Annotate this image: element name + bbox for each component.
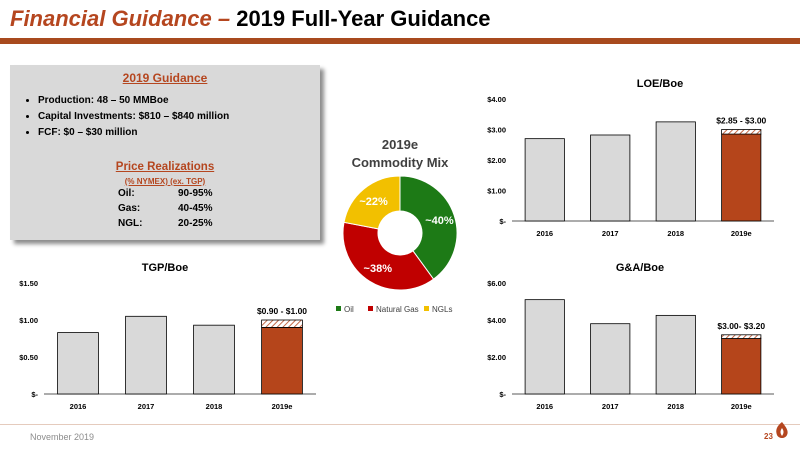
x-tick-label: 2016 — [536, 402, 553, 411]
mix-title-line1: 2019e — [381, 137, 419, 152]
y-tick-label: $4.00 — [487, 95, 506, 104]
y-tick-label: $6.00 — [487, 279, 506, 288]
legend-swatch — [336, 306, 341, 311]
price-value: 90-95% — [178, 188, 213, 199]
legend-label: Natural Gas — [376, 305, 419, 314]
chart-title-ga: G&A/Boe — [615, 262, 665, 274]
bar — [193, 324, 235, 395]
legend-swatch — [424, 306, 429, 311]
y-tick-label: $- — [499, 390, 506, 399]
x-tick-label: 2017 — [602, 229, 619, 238]
mix-title-line2: Commodity Mix — [351, 155, 449, 170]
guidance-title: 2019 Guidance — [122, 71, 208, 85]
y-tick-label: $4.00 — [487, 316, 506, 325]
bar — [655, 121, 696, 222]
pie-slice-label: ~22% — [359, 196, 388, 208]
y-tick-label: $1.00 — [19, 316, 38, 325]
chart-title-loe: LOE/Boe — [636, 78, 684, 90]
chart-loe: $- $1.00 $2.00 $3.00 $4.00 2016 2017 2018 $2.85 … — [487, 95, 774, 238]
bar-range-hatch — [721, 129, 762, 135]
pie-slice-label: ~40% — [425, 215, 454, 227]
x-tick-label: 2018 — [667, 229, 684, 238]
y-tick-label: $1.00 — [487, 187, 506, 196]
price-label: NGL: — [118, 218, 143, 229]
legend-swatch — [368, 306, 373, 311]
y-tick-label: $1.50 — [19, 279, 38, 288]
y-tick-label: $0.50 — [19, 353, 38, 362]
guidance-box: 2019 Guidance Production: 48 – 50 MMBoe … — [10, 65, 320, 240]
legend-label: Oil — [344, 305, 354, 314]
bar — [261, 327, 303, 395]
x-tick-label: 2016 — [536, 229, 553, 238]
price-row-ngl: NGL: 20-25% — [118, 218, 212, 229]
bullet-production: Production: 48 – 50 MMBoe — [38, 95, 229, 106]
price-realizations-subtitle: (% NYMEX) (ex. TGP) — [124, 177, 206, 186]
bar-range-hatch — [261, 319, 303, 328]
bar-range-hatch — [721, 334, 762, 339]
legend-label: NGLs — [432, 305, 452, 314]
mix-title: 2019e Commodity Mix — [330, 136, 470, 172]
x-tick-label: 2018 — [667, 402, 684, 411]
pie-slice — [342, 221, 435, 291]
guidance-bullets: Production: 48 – 50 MMBoe Capital Invest… — [28, 95, 229, 143]
range-label: $2.85 - $3.00 — [716, 116, 766, 126]
price-value: 40-45% — [178, 203, 213, 214]
pie-slice — [399, 175, 458, 280]
chart-title-tgp: TGP/Boe — [141, 262, 189, 274]
company-logo-icon — [776, 422, 788, 438]
bar — [57, 332, 99, 395]
x-tick-label: 2017 — [602, 402, 619, 411]
price-value: 20-25% — [178, 218, 213, 229]
x-tick-label: 2016 — [70, 402, 87, 411]
bullet-capital: Capital Investments: $810 – $840 million — [38, 111, 229, 122]
bar — [590, 134, 631, 222]
bar — [655, 314, 696, 395]
bar — [524, 138, 565, 222]
chart-ga: $- $2.00 $4.00 $6.00 2016 2017 2018 $3.00- $3.2… — [487, 279, 774, 411]
y-tick-label: $- — [31, 390, 38, 399]
page-number: 23 — [764, 432, 773, 441]
y-tick-label: $- — [499, 217, 506, 226]
price-label: Gas: — [118, 203, 141, 214]
x-tick-label: 2017 — [138, 402, 155, 411]
x-tick-label: 2019e — [731, 229, 752, 238]
y-tick-label: $2.00 — [487, 353, 506, 362]
price-row-oil: Oil: 90-95% — [118, 188, 212, 199]
bar — [590, 323, 631, 395]
footer-date: November 2019 — [30, 432, 95, 442]
range-label: $3.00- $3.20 — [717, 321, 765, 331]
bar — [721, 338, 762, 395]
y-tick-label: $2.00 — [487, 156, 506, 165]
y-tick-label: $3.00 — [487, 126, 506, 135]
price-realizations-title: Price Realizations — [115, 161, 215, 173]
x-tick-label: 2019e — [731, 402, 752, 411]
bar — [524, 299, 565, 395]
chart-commodity-mix: ~40% ~38% ~22% Oil Natural Gas NGLs — [336, 175, 458, 314]
x-tick-label: 2018 — [206, 402, 223, 411]
x-tick-label: 2019e — [272, 402, 293, 411]
title-rule — [0, 38, 800, 44]
pie-slice-label: ~38% — [364, 263, 393, 275]
price-row-gas: Gas: 40-45% — [118, 203, 212, 214]
title-accent: Financial Guidance – — [10, 6, 231, 31]
range-label: $0.90 - $1.00 — [257, 306, 307, 316]
footer-rule — [0, 424, 800, 425]
title-rest: 2019 Full-Year Guidance — [236, 6, 491, 31]
price-label: Oil: — [118, 188, 135, 199]
chart-tgp: $- $0.50 $1.00 $1.50 2016 2017 2018 $0.90 - $1.… — [19, 279, 316, 411]
bar — [721, 133, 762, 222]
bar — [125, 315, 167, 395]
pie-slice — [343, 175, 401, 230]
slide-title: Financial Guidance – 2019 Full-Year Guid… — [10, 6, 491, 32]
bullet-fcf: FCF: $0 – $30 million — [38, 127, 229, 138]
